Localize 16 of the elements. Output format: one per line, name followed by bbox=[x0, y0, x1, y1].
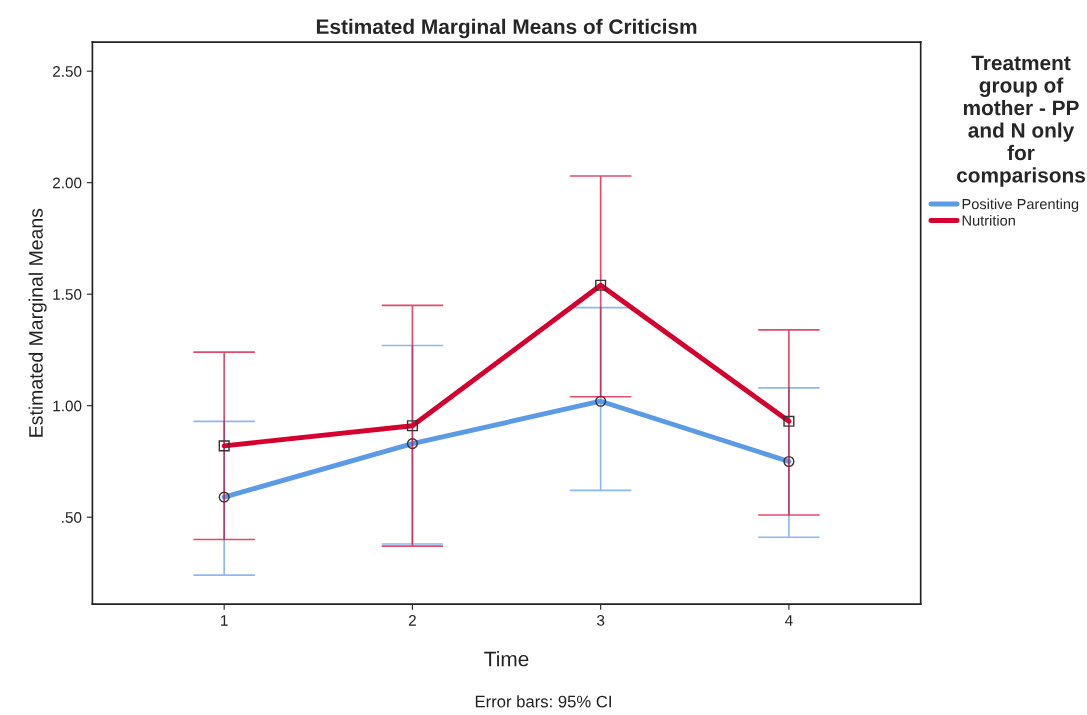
y-tick-label: 1.00 bbox=[53, 400, 82, 412]
y-tick-label: .50 bbox=[62, 512, 82, 523]
x-axis-title: Time bbox=[484, 651, 529, 667]
legend-title: Treatment group of mother - PP and N only for comparisons bbox=[956, 55, 1085, 187]
x-tick-label: 4 bbox=[785, 615, 793, 626]
y-tick-label: 2.50 bbox=[53, 66, 82, 77]
y-tick-label: 2.00 bbox=[53, 177, 82, 189]
chart-title: Estimated Marginal Means of Criticism bbox=[316, 18, 697, 39]
y-axis-title: Estimated Marginal Means bbox=[28, 208, 47, 437]
x-tick-label: 3 bbox=[597, 615, 605, 626]
legend-label: Nutrition bbox=[962, 215, 1015, 226]
legend-label: Positive Parenting bbox=[962, 198, 1079, 213]
x-tick-label: 2 bbox=[408, 615, 416, 626]
y-tick-label: 1.50 bbox=[53, 289, 82, 300]
text: Error bars: 95% CI bbox=[475, 695, 611, 708]
x-tick-label: 1 bbox=[221, 615, 228, 626]
